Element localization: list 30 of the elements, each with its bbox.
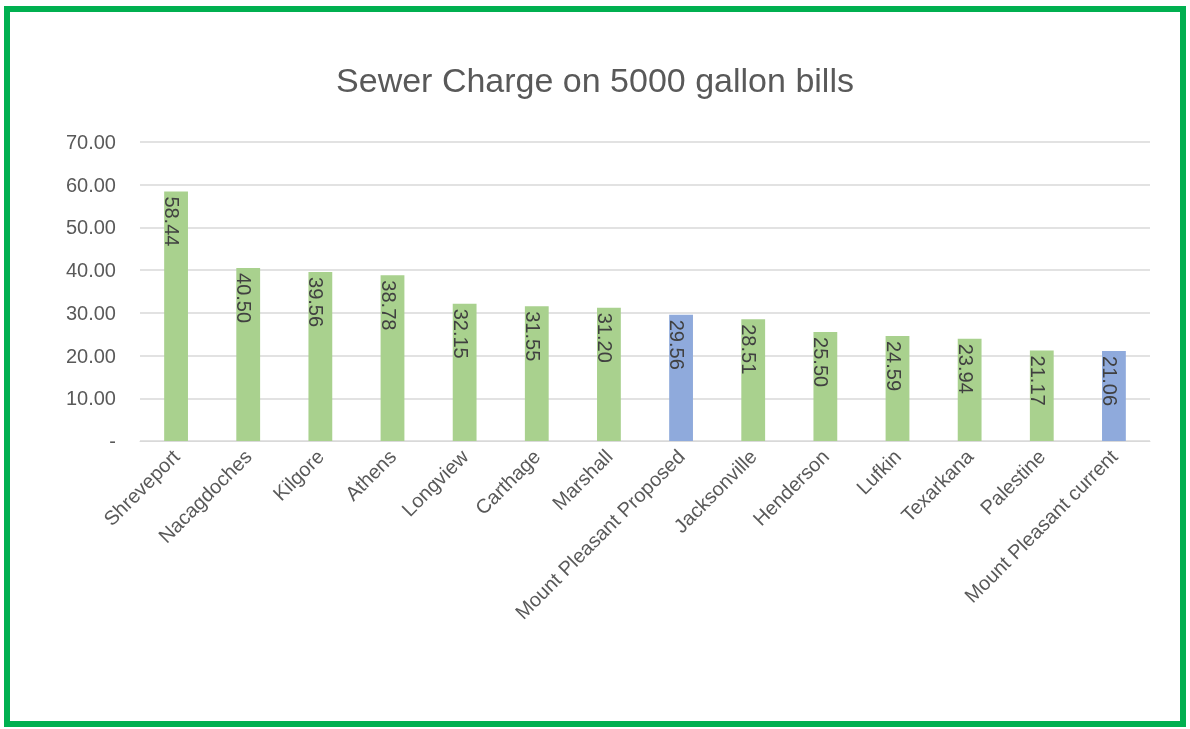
bar	[597, 307, 621, 441]
bar	[524, 306, 549, 441]
y-tick-label: 40.00	[65, 259, 116, 282]
data-label: 39.56	[305, 277, 328, 328]
bar	[452, 303, 477, 441]
data-label: 25.50	[810, 337, 833, 388]
data-label: 31.55	[521, 311, 544, 362]
bar	[236, 268, 261, 441]
y-tick-label: 20.00	[65, 344, 116, 367]
bar	[741, 319, 766, 441]
y-tick-label: 70.00	[65, 131, 116, 153]
data-label: 28.51	[738, 324, 761, 375]
bar	[164, 191, 188, 441]
y-tick-label: 50.00	[65, 216, 116, 239]
data-label: 23.94	[954, 343, 977, 394]
chart-title: Sewer Charge on 5000 gallon bills	[336, 61, 854, 99]
data-label: 24.59	[882, 340, 905, 392]
data-label: 21.06	[1098, 356, 1121, 407]
data-label: 29.56	[666, 319, 689, 370]
bar	[308, 272, 333, 441]
data-label: 31.20	[593, 312, 616, 363]
data-label: 40.50	[233, 273, 256, 324]
data-label: 32.15	[449, 308, 472, 359]
data-label: 38.78	[377, 280, 400, 331]
y-tick-label: 10.00	[65, 387, 116, 410]
data-label: 58.44	[161, 196, 184, 247]
data-label: 21.17	[1026, 355, 1049, 406]
y-tick-label: -	[109, 430, 116, 452]
y-tick-label: 60.00	[65, 173, 116, 196]
y-tick-label: 30.00	[65, 301, 116, 324]
